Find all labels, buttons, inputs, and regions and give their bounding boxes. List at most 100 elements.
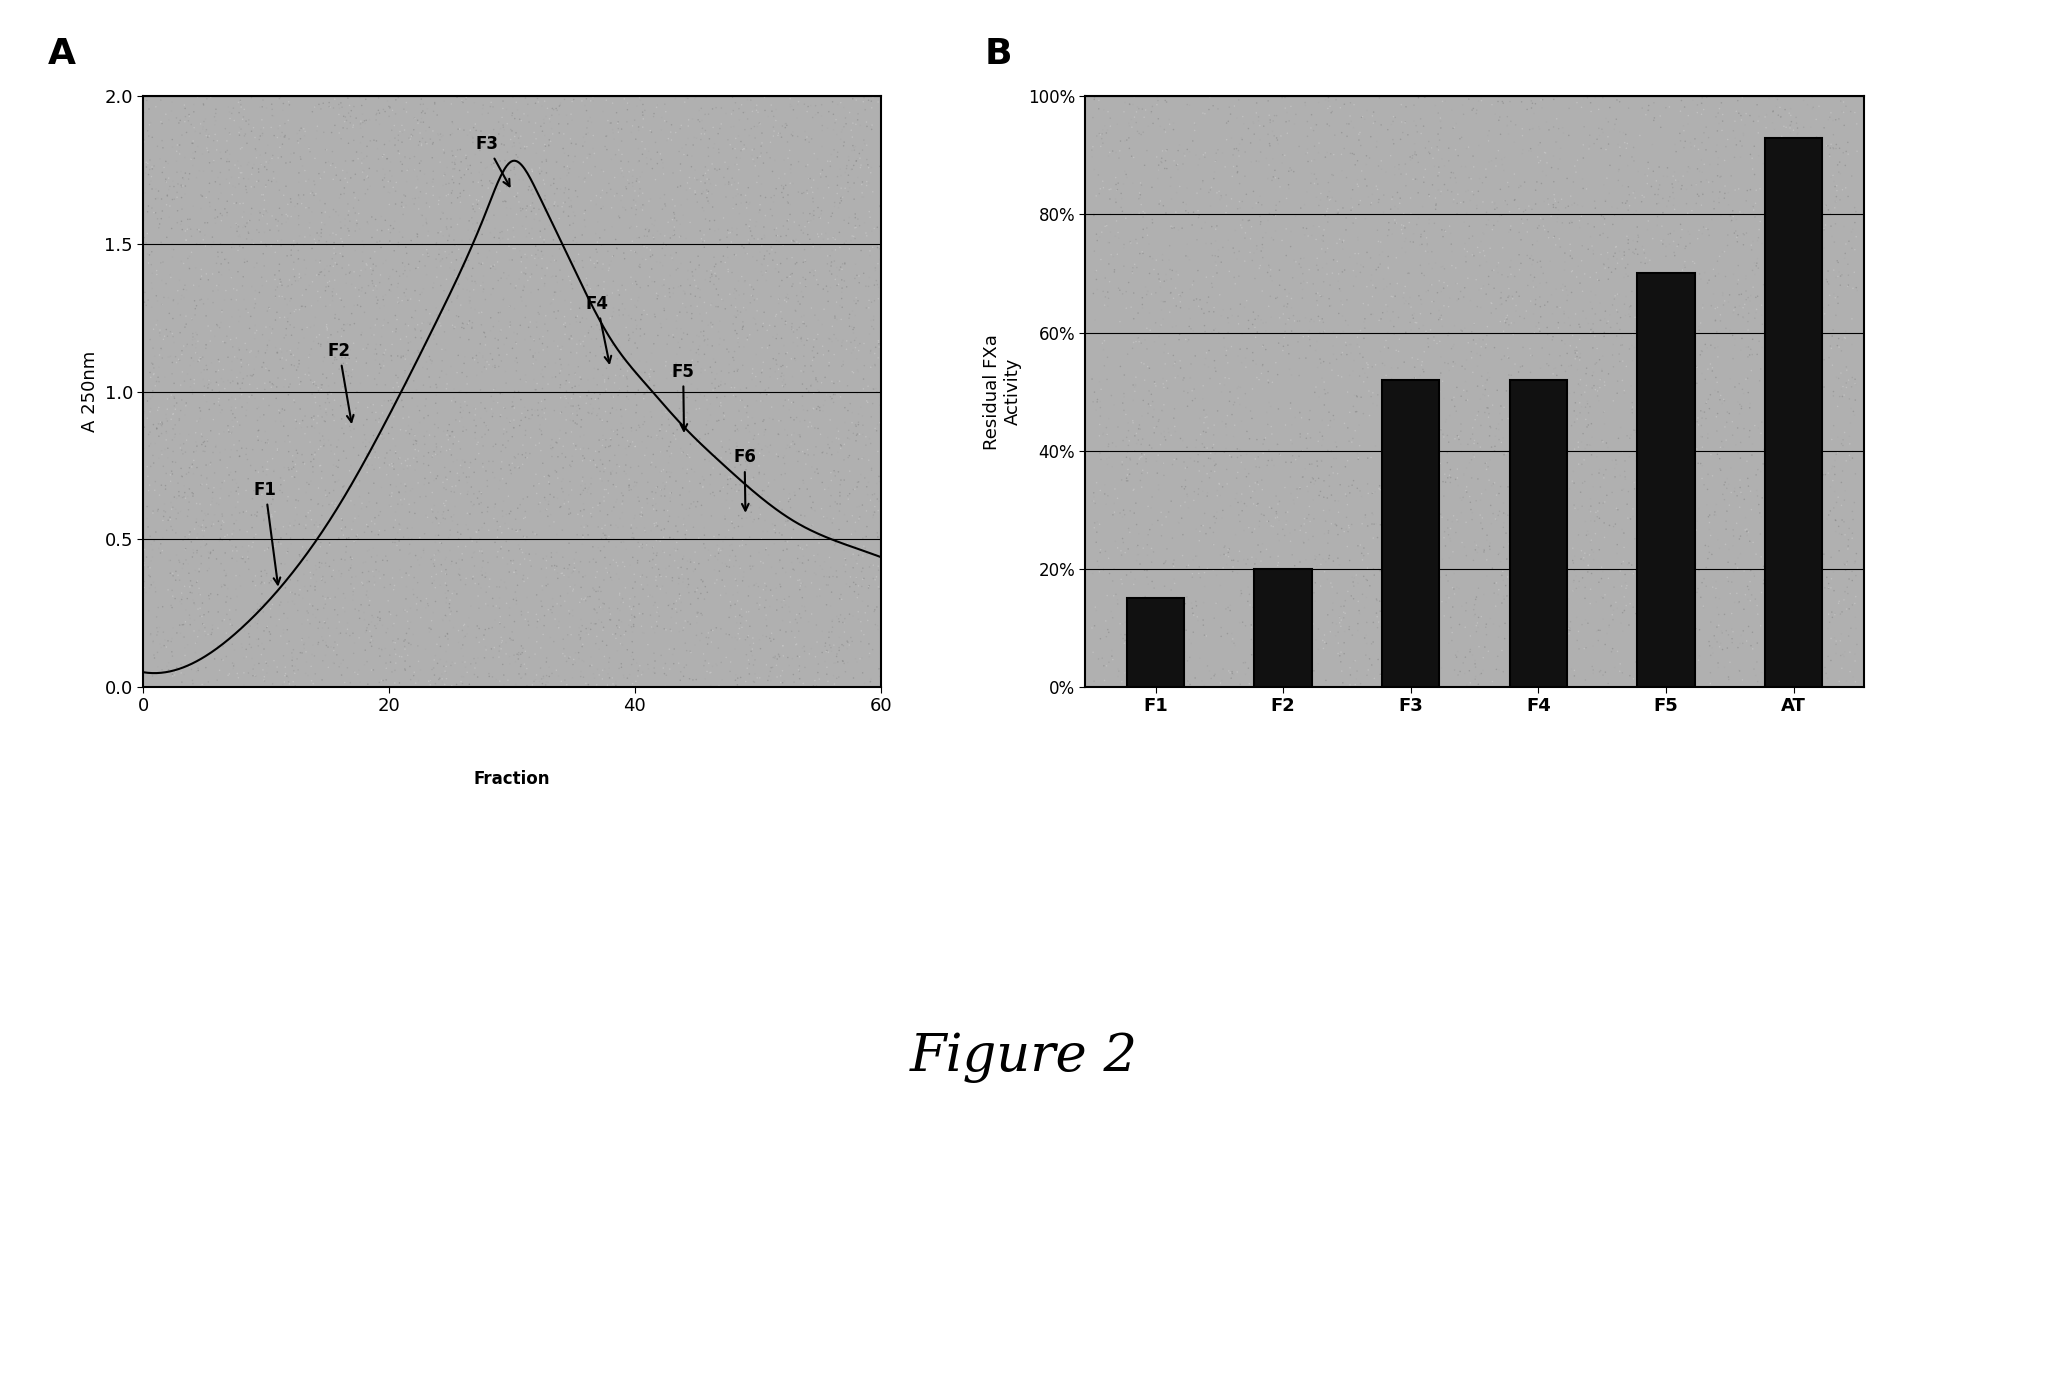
Point xyxy=(633,550,666,572)
Point xyxy=(1118,441,1151,463)
Point xyxy=(453,311,485,333)
Point xyxy=(750,539,782,561)
Text: A: A xyxy=(47,37,76,71)
Point xyxy=(748,227,780,249)
Point xyxy=(563,627,596,649)
Point xyxy=(1763,96,1796,118)
Point xyxy=(1331,449,1364,471)
Point xyxy=(1262,129,1294,151)
Point xyxy=(1081,511,1114,533)
Point xyxy=(1290,217,1323,239)
Point xyxy=(715,467,748,489)
Point xyxy=(170,305,203,327)
Point xyxy=(1143,592,1176,614)
Point xyxy=(449,651,481,673)
Point xyxy=(1812,504,1845,526)
Point xyxy=(203,350,236,372)
Point xyxy=(674,166,707,188)
Point xyxy=(391,632,424,654)
Point xyxy=(1503,412,1536,434)
Point xyxy=(1356,654,1389,676)
Point xyxy=(1552,618,1585,640)
Point xyxy=(1171,246,1204,268)
Point xyxy=(1788,192,1821,214)
Point xyxy=(1251,635,1284,657)
Point xyxy=(1468,401,1501,423)
Point xyxy=(186,500,219,522)
Point xyxy=(213,251,246,273)
Point xyxy=(1442,511,1475,533)
Point xyxy=(610,430,643,452)
Point xyxy=(465,136,498,158)
Text: B: B xyxy=(985,37,1012,71)
Point xyxy=(1159,592,1192,614)
Point xyxy=(580,194,612,216)
Point xyxy=(535,541,567,563)
Point xyxy=(670,88,702,110)
Point xyxy=(231,558,264,580)
Point xyxy=(637,360,670,382)
Point xyxy=(143,217,176,239)
Point xyxy=(1763,317,1796,339)
Point xyxy=(543,376,575,398)
Point xyxy=(381,309,414,331)
Point xyxy=(600,489,633,511)
Point xyxy=(231,221,264,243)
Point xyxy=(1774,192,1806,214)
Point xyxy=(1202,180,1235,202)
Point xyxy=(498,107,530,129)
Point xyxy=(750,379,782,401)
Point xyxy=(1096,243,1128,265)
Point xyxy=(715,595,748,617)
Point xyxy=(569,216,602,238)
Point xyxy=(1284,519,1317,541)
Point xyxy=(1706,436,1739,458)
Point xyxy=(788,268,821,290)
Point xyxy=(774,154,807,176)
Point xyxy=(1434,528,1466,550)
Point xyxy=(1126,389,1159,411)
Point xyxy=(1759,334,1792,356)
Point xyxy=(1204,184,1237,206)
Point xyxy=(862,555,895,577)
Point xyxy=(203,360,236,382)
Point xyxy=(205,449,238,471)
Point xyxy=(1434,587,1466,609)
Point xyxy=(725,469,758,491)
Point xyxy=(1159,295,1192,317)
Point xyxy=(303,379,336,401)
Point xyxy=(426,504,459,526)
Point xyxy=(731,229,764,251)
Point xyxy=(711,158,743,180)
Point xyxy=(213,316,246,338)
Point xyxy=(485,441,518,463)
Point xyxy=(586,258,618,280)
Point xyxy=(842,207,874,229)
Point xyxy=(1540,412,1573,434)
Point xyxy=(1507,213,1540,235)
Point xyxy=(1548,333,1581,354)
Point xyxy=(1223,313,1255,335)
Point xyxy=(1446,441,1479,463)
Point xyxy=(725,504,758,526)
Point xyxy=(221,225,254,247)
Point xyxy=(1194,460,1227,482)
Point xyxy=(1200,507,1233,529)
Point xyxy=(1831,185,1864,207)
Point xyxy=(569,326,602,348)
Point xyxy=(1528,653,1561,675)
Point xyxy=(840,287,872,309)
Point xyxy=(772,530,805,552)
Point xyxy=(1280,622,1313,644)
Point xyxy=(1219,242,1251,264)
Point xyxy=(1407,166,1440,188)
Point xyxy=(1661,551,1694,573)
Point xyxy=(1397,625,1430,647)
Point xyxy=(1710,401,1743,423)
Point xyxy=(848,133,881,155)
Point xyxy=(768,589,801,611)
Point xyxy=(178,140,211,162)
Point xyxy=(520,316,553,338)
Point xyxy=(764,672,797,694)
Point xyxy=(1239,552,1272,574)
